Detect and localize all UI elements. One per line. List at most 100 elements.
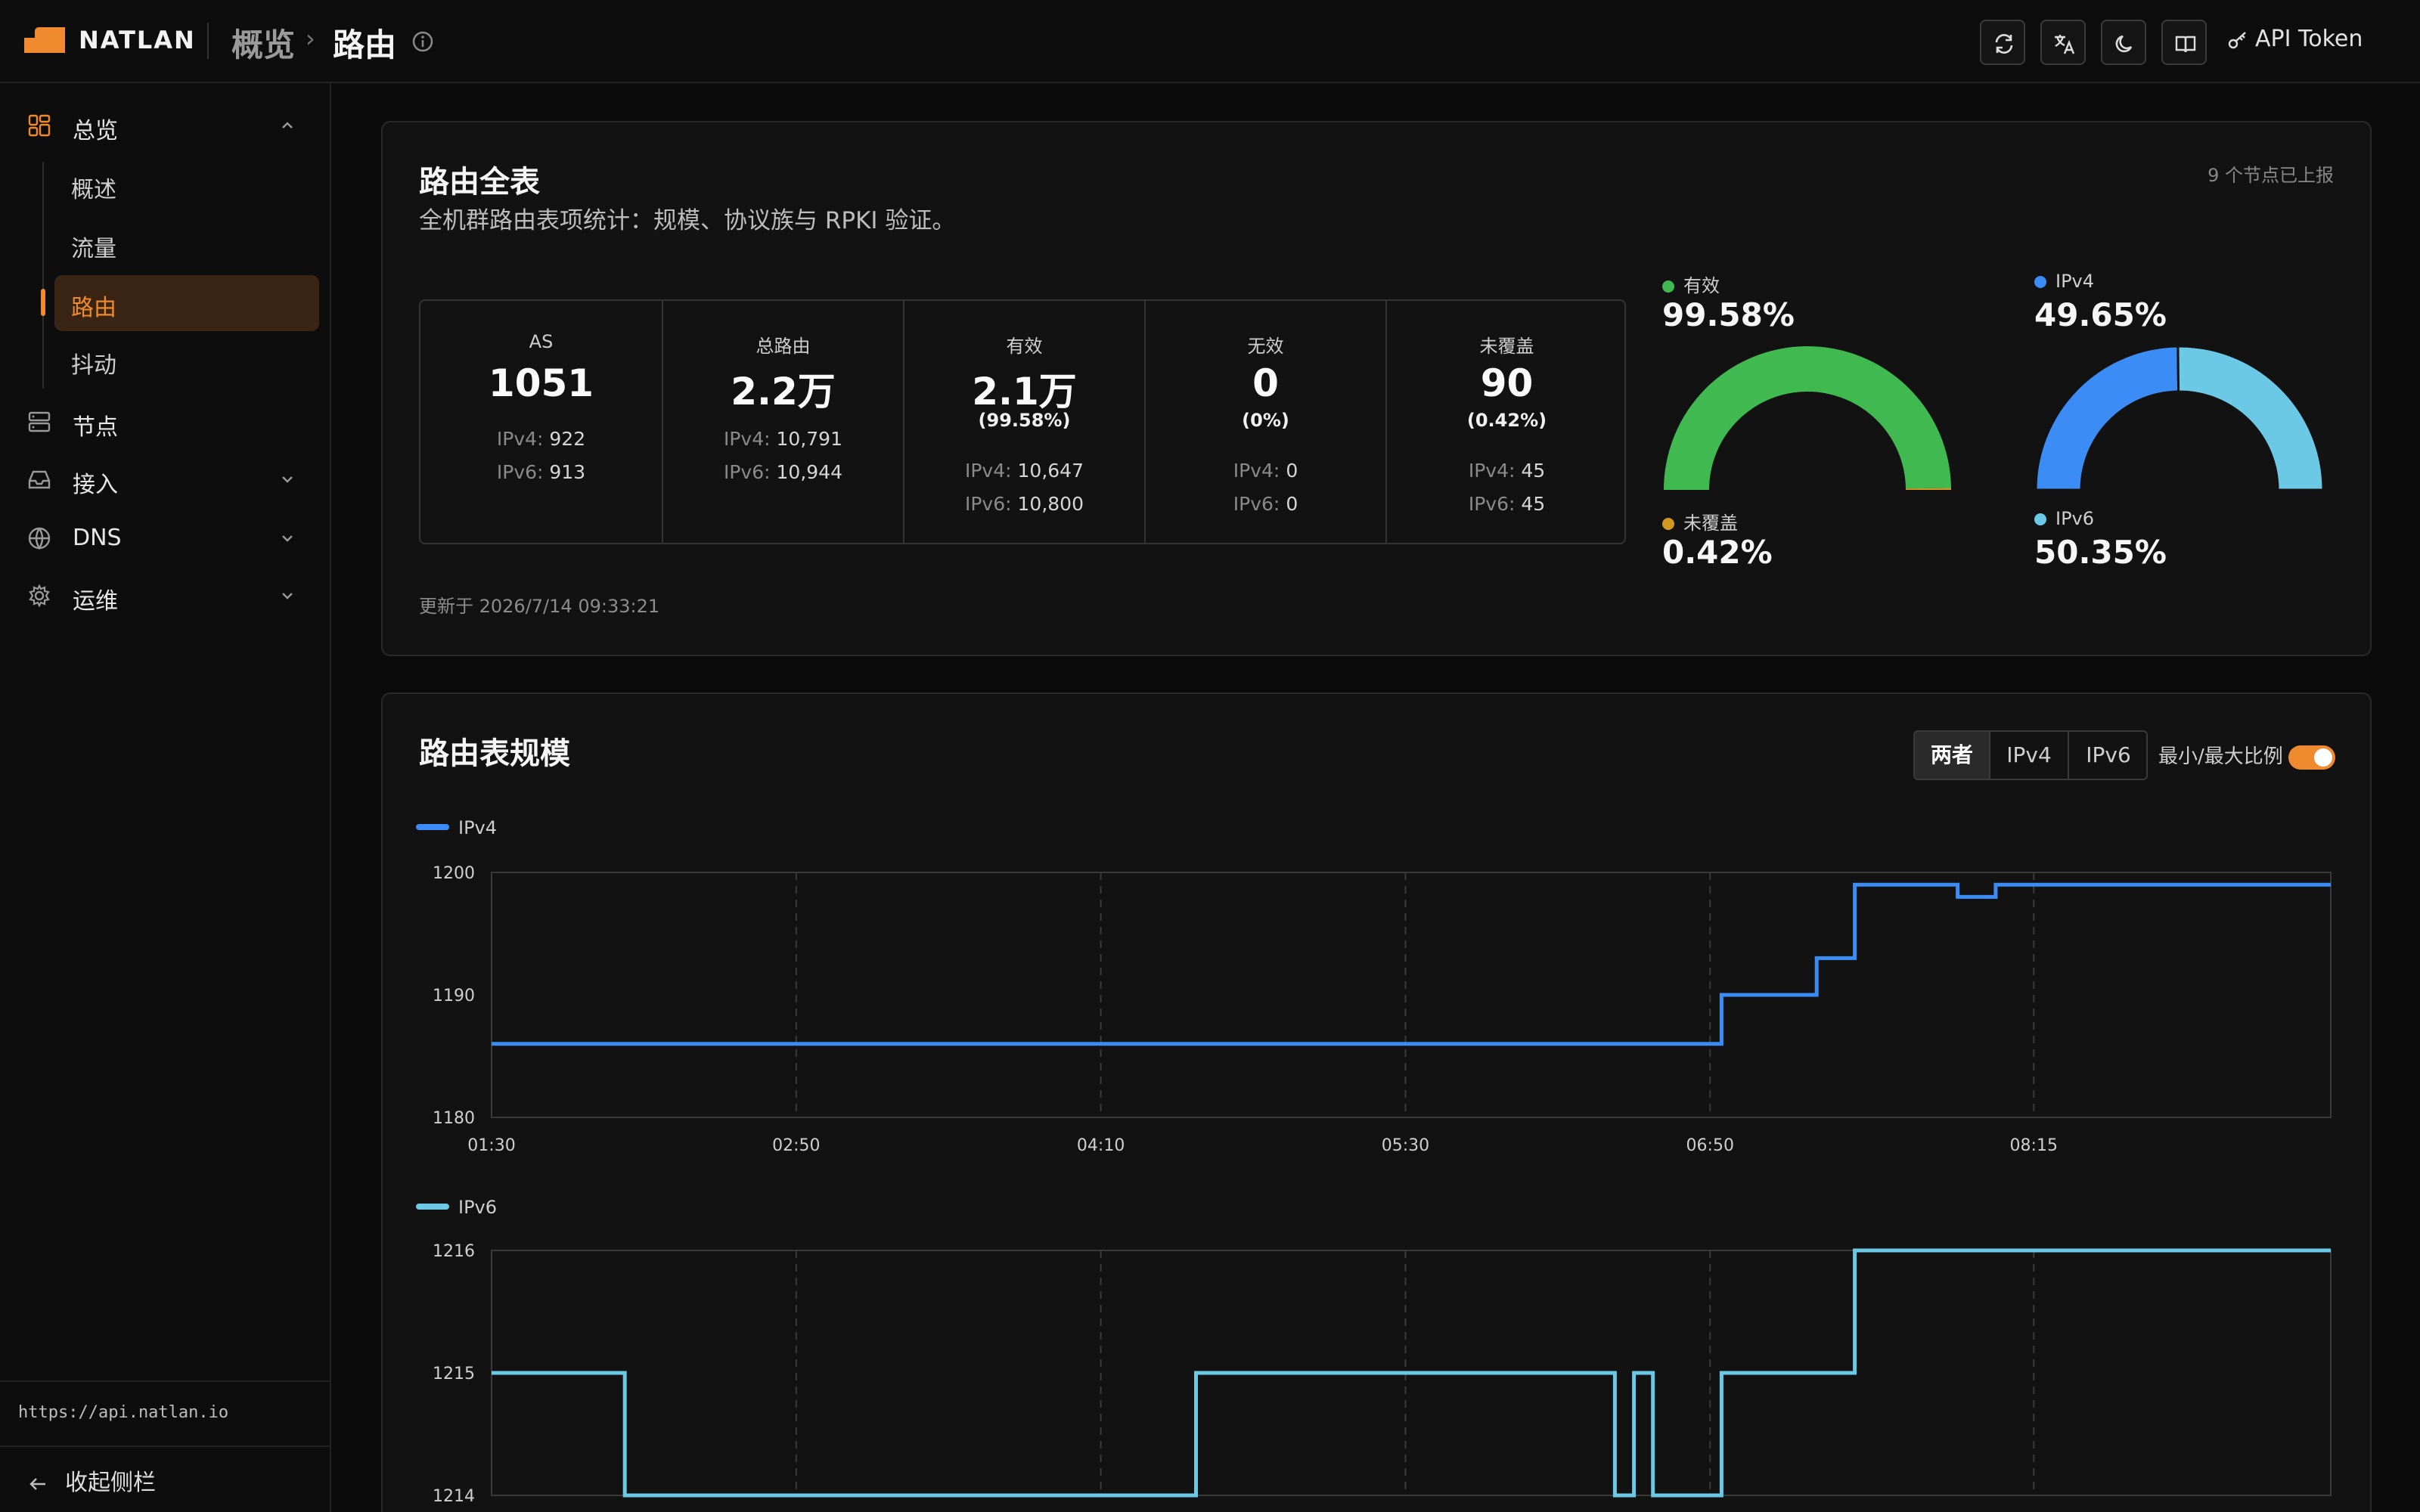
refresh-button[interactable] [1980,20,2025,65]
language-button[interactable] [2040,20,2086,65]
stat-value: 2.2万 [731,370,836,414]
donut-segment-uncovered [1905,488,1951,490]
stat-valid: 有效 2.1万 (99.58%) IPv4: 10,647 IPv6: 10,8… [903,301,1144,543]
stats-grid: AS 1051 IPv4: 922 IPv6: 913 总路由 2.2万 IPv… [419,299,1626,544]
sidebar-item-dns[interactable]: DNS [27,517,307,559]
ipv4-value: 0 [1286,460,1298,482]
family-donut-block: IPv4 49.65% IPv6 50.35% [2034,271,2367,588]
sidebar-item-ops[interactable]: 运维 [27,575,307,617]
chevron-down-icon [282,593,293,600]
stat-ipv6: IPv6: 10,944 [663,461,903,483]
refresh-icon [1995,34,2013,54]
updated-timestamp: 更新于 2026/7/14 09:33:21 [419,596,660,617]
sidebar-item-nodes[interactable]: 节点 [27,401,307,443]
segment-ipv4[interactable]: IPv4 [2006,742,2052,767]
sidebar-item-label: 节点 [73,414,118,441]
ipv6-key: IPv6: [723,461,771,483]
ipv4-key: IPv4: [496,428,544,450]
inbox-icon [28,470,51,489]
theme-toggle-button[interactable] [2101,20,2146,65]
api-token-label: API Token [2255,26,2363,52]
sidebar-item-jitter[interactable]: 抖动 [54,333,319,389]
nodes-reported-status: 9 个节点已上报 [2207,165,2334,186]
book-icon [2175,36,2196,53]
stat-ipv4: IPv4: 0 [1146,460,1385,482]
stat-value: 2.1万 [972,370,1077,414]
y-tick-label: 1215 [433,1365,475,1383]
ipv4-value: 10,647 [1017,460,1084,482]
legend-dot [1662,518,1674,530]
header-divider [207,23,209,59]
stat-ipv6: IPv6: 0 [1146,493,1385,515]
brand-name: NATLAN [79,26,196,54]
y-tick-label: 1214 [433,1487,475,1506]
globe-icon [28,527,51,550]
legend-dot [2034,513,2046,525]
info-icon[interactable] [411,30,434,53]
card-subtitle: 全机群路由表项统计：规模、协议族与 RPKI 验证。 [419,207,956,234]
ipv6-percent: 50.35% [2034,534,2167,571]
x-tick-label: 01:30 [467,1136,515,1155]
y-tick-label: 1216 [433,1242,475,1261]
x-tick-label: 06:50 [1686,1136,1734,1155]
stat-ipv4: IPv4: 10,791 [663,428,903,450]
stat-percent: (0.42%) [1466,410,1547,431]
sidebar-item-routes[interactable]: 路由 [54,275,319,331]
segment-ipv6[interactable]: IPv6 [2086,742,2131,767]
sidebar: 总览 概述 流量 路由 抖动 节点 接入 [0,83,331,1512]
stat-percent: (99.58%) [978,410,1071,431]
ipv4-value: 922 [549,428,586,450]
legend-ipv6: IPv6 [2034,508,2094,529]
minmax-label: 最小/最大比例 [2158,745,2283,768]
sidebar-item-label: 概述 [71,177,116,203]
x-tick-label: 02:50 [772,1136,820,1155]
legend-label: 有效 [1683,275,1720,296]
sidebar-item-traffic[interactable]: 流量 [54,216,319,272]
route-summary-card: 路由全表 全机群路由表项统计：规模、协议族与 RPKI 验证。 9 个节点已上报… [381,121,2372,656]
sidebar-item-overview[interactable]: 总览 [27,104,307,147]
sidebar-item-summary[interactable]: 概述 [54,157,319,213]
ipv4-value: 10,791 [776,428,842,450]
stat-title: 有效 [1006,336,1043,357]
sidebar-item-label: 总览 [73,118,118,144]
stat-percent: (0%) [1242,410,1289,431]
rpki-donut-block: 有效 99.58% 未覆盖 0.42% [1662,271,1995,588]
stat-title: AS [529,331,554,352]
chevron-up-icon [282,122,293,129]
stat-ipv4: IPv4: 10,647 [904,460,1144,482]
ipv6-key: IPv6: [1233,493,1280,515]
legend-valid: 有效 [1662,271,1720,297]
key-icon [2228,31,2246,48]
sidebar-item-label: 接入 [73,472,118,498]
minmax-toggle[interactable] [2288,745,2335,770]
segment-divider [1989,732,1990,779]
segment-both[interactable]: 两者 [1915,732,1989,779]
sidebar-divider [0,1380,331,1382]
ipv4-key: IPv4: [1233,460,1280,482]
route-scale-charts: IPv4 1200 1190 1180 01:30 02:50 04:10 05:30 06:5… [416,817,2332,1506]
y-tick-label: 1200 [433,864,475,883]
collapse-sidebar-button[interactable]: 收起侧栏 [27,1464,156,1497]
api-token-button[interactable]: API Token [2226,26,2363,59]
breadcrumb-overview[interactable]: 概览 [231,26,296,64]
ipv4-key: IPv4: [964,460,1012,482]
stat-value: 1051 [488,361,594,405]
natlan-logo-icon [24,27,65,53]
docs-button[interactable] [2161,20,2207,65]
card-title: 路由表规模 [419,736,570,771]
submenu-guide-line [42,162,44,389]
card-title: 路由全表 [419,165,540,200]
dashboard-icon [28,114,51,137]
donut-segment-ipv4 [2034,346,2180,491]
legend-ipv4: IPv4 [2034,271,2094,292]
sidebar-item-access[interactable]: 接入 [27,458,307,500]
chevron-down-icon [282,476,293,483]
legend-label: IPv6 [458,1197,497,1218]
family-donut-chart [2034,346,2325,491]
ipv4-key: IPv4: [723,428,771,450]
plot-frame [491,872,2332,1118]
rpki-donut-chart [1664,346,1951,490]
donut-segment-ipv6 [2176,346,2325,491]
stat-ipv6: IPv6: 913 [420,461,662,483]
sidebar-item-label: DNS [73,525,122,551]
